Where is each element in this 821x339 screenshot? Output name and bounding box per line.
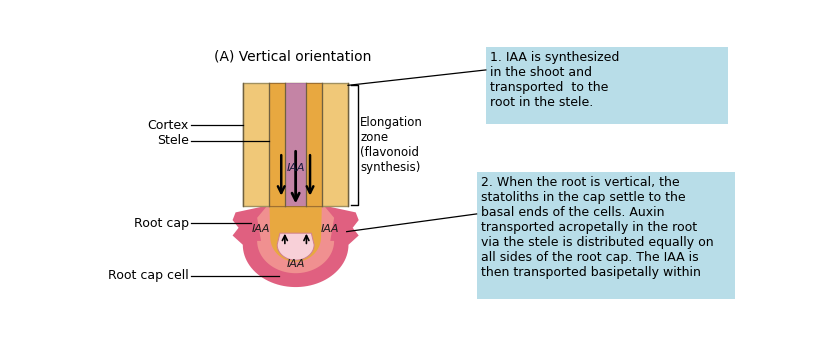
Text: Root cap cell: Root cap cell — [108, 269, 189, 282]
Text: IAA: IAA — [287, 163, 305, 173]
Polygon shape — [257, 206, 334, 273]
Polygon shape — [243, 83, 348, 206]
FancyBboxPatch shape — [486, 47, 728, 124]
Polygon shape — [269, 206, 322, 262]
Polygon shape — [285, 83, 306, 206]
Polygon shape — [269, 83, 322, 206]
Text: Stele: Stele — [157, 134, 189, 147]
Text: 1. IAA is synthesized
in the shoot and
transported  to the
root in the stele.: 1. IAA is synthesized in the shoot and t… — [490, 52, 620, 109]
Polygon shape — [269, 83, 322, 206]
Polygon shape — [285, 83, 306, 206]
Text: IAA: IAA — [252, 224, 270, 234]
Text: (A) Vertical orientation: (A) Vertical orientation — [214, 50, 371, 64]
Text: Root cap: Root cap — [134, 217, 189, 230]
Text: Cortex: Cortex — [147, 119, 189, 132]
FancyBboxPatch shape — [476, 172, 735, 299]
Text: IAA: IAA — [287, 259, 305, 269]
Polygon shape — [277, 233, 314, 260]
Polygon shape — [232, 206, 359, 287]
Text: Elongation
zone
(flavonoid
synthesis): Elongation zone (flavonoid synthesis) — [360, 116, 423, 174]
Text: 2. When the root is vertical, the
statoliths in the cap settle to the
basal ends: 2. When the root is vertical, the statol… — [481, 176, 713, 279]
Text: IAA: IAA — [321, 224, 340, 234]
Polygon shape — [243, 83, 348, 206]
